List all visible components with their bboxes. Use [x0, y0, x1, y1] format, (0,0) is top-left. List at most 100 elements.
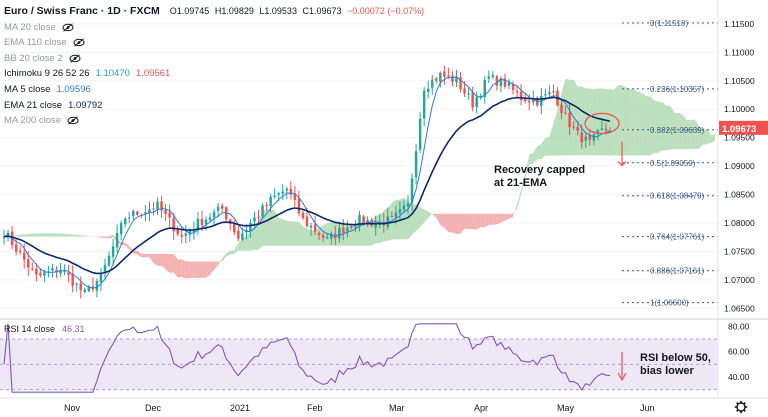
candle-body — [148, 209, 151, 213]
cloud-segment — [270, 209, 275, 246]
cloud-segment — [658, 101, 663, 153]
candle-body — [313, 224, 317, 232]
candle-body — [265, 204, 268, 206]
indicator-ema21[interactable]: EMA 21 close 1.09792 — [4, 98, 427, 114]
cloud-segment — [165, 254, 170, 273]
cloud-segment — [549, 123, 554, 156]
time-axis: Nov Dec 2021 Feb Mar Apr May Jun — [0, 397, 768, 413]
candle-body — [398, 209, 402, 214]
price-tick-label: 1.11000 — [724, 47, 754, 57]
candle-body — [14, 244, 18, 252]
cloud-segment — [553, 109, 558, 156]
cloud-segment — [153, 254, 158, 266]
symbol-title[interactable]: Euro / Swiss Franc · 1D · FXCM — [4, 5, 160, 17]
candle-body — [426, 88, 430, 92]
cloud-segment — [674, 112, 679, 150]
price-tick-label: 1.09500 — [724, 133, 755, 143]
candle-body — [455, 76, 458, 82]
cloud-segment — [545, 136, 550, 156]
candle-body — [523, 98, 527, 102]
cloud-segment — [181, 259, 186, 279]
candle-body — [297, 198, 301, 214]
cloud-segment — [339, 221, 344, 246]
indicator-label: BB 20 close 2 — [4, 52, 63, 64]
eye-hidden-icon[interactable] — [69, 54, 81, 63]
indicator-ma200[interactable]: MA 200 close — [4, 113, 427, 129]
candle-body — [463, 88, 466, 94]
cloud-segment — [64, 233, 69, 237]
time-tick-label: Nov — [64, 403, 81, 413]
candle-body — [79, 283, 83, 291]
cloud-segment — [517, 190, 522, 209]
cloud-segment — [201, 261, 206, 278]
eye-hidden-icon[interactable] — [73, 38, 85, 48]
cloud-segment — [28, 233, 33, 237]
price-tick-label: 1.10000 — [724, 104, 755, 114]
cloud-segment — [286, 220, 291, 246]
cloud-segment — [638, 91, 643, 156]
price-tick-label: 1.09000 — [724, 161, 755, 171]
cloud-segment — [250, 226, 255, 251]
eye-hidden-icon[interactable] — [62, 23, 74, 32]
cloud-segment — [246, 231, 251, 251]
candle-body — [233, 222, 236, 233]
candle-body — [325, 237, 329, 239]
cloud-segment — [149, 254, 154, 263]
cloud-segment — [436, 213, 441, 225]
candle-body — [83, 289, 87, 292]
candle-body — [245, 229, 248, 233]
indicator-ma5[interactable]: MA 5 close 1.09596 — [4, 82, 427, 98]
price-tick-label: 1.11500 — [724, 19, 754, 29]
cloud-segment — [589, 88, 594, 156]
fibonacci-levels: 0(1.11518) 0.236(1.10357) 0.382(1.09639) 0.… — [622, 19, 718, 308]
rsi-band — [0, 339, 718, 390]
indicator-bb20[interactable]: BB 20 close 2 — [4, 51, 427, 67]
candle-body — [208, 217, 212, 220]
indicator-ma20[interactable]: MA 20 close — [4, 20, 427, 36]
close-value: C1.09673 — [302, 6, 342, 16]
cloud-segment — [76, 234, 81, 237]
gear-ring — [736, 402, 746, 412]
indicator-label: EMA 110 close — [4, 37, 67, 49]
candle-body — [564, 112, 567, 114]
cloud-segment — [379, 210, 384, 244]
candle-body — [26, 259, 30, 268]
candle-body — [261, 205, 264, 217]
cloud-segment — [662, 102, 667, 151]
candle-body — [168, 212, 171, 218]
cloud-segment — [100, 236, 105, 239]
cloud-segment — [646, 96, 651, 156]
cloud-segment — [577, 86, 582, 156]
candle-body — [301, 212, 305, 219]
cloud-segment — [496, 213, 501, 225]
candle-body — [487, 76, 491, 79]
rsi-annotation-line: bias lower — [640, 365, 695, 377]
cloud-segment — [702, 128, 707, 145]
candle-body — [422, 90, 426, 119]
candle-body — [414, 151, 418, 178]
cloud-segment — [52, 233, 57, 237]
gear-tooth — [743, 409, 746, 412]
candle-body — [216, 206, 220, 211]
cloud-segment — [48, 233, 53, 237]
last-price-value: 1.09673 — [722, 124, 756, 135]
candle-body — [459, 77, 462, 90]
eye-hidden-icon[interactable] — [67, 116, 79, 126]
candle-body — [144, 212, 147, 214]
rsi-tick-label: 80.00 — [728, 321, 750, 331]
cloud-segment — [561, 78, 566, 156]
fib-label: 0.618(1.08479) — [650, 192, 705, 201]
indicator-ichimoku[interactable]: Ichimoku 9 26 52 26 1.10470 1.09561 — [4, 66, 427, 82]
cloud-segment — [298, 221, 303, 246]
indicator-ema110[interactable]: EMA 110 close — [4, 35, 427, 51]
candle-body — [119, 223, 123, 235]
candle-body — [55, 269, 58, 273]
candle-body — [160, 201, 163, 211]
rsi-annotation-line: RSI below 50, — [640, 352, 711, 364]
candle-body — [115, 232, 119, 248]
gear-icon[interactable] — [734, 400, 748, 414]
candle-body — [212, 211, 216, 218]
indicator-label: Ichimoku 9 26 52 26 — [4, 68, 90, 80]
cloud-segment — [650, 96, 655, 156]
